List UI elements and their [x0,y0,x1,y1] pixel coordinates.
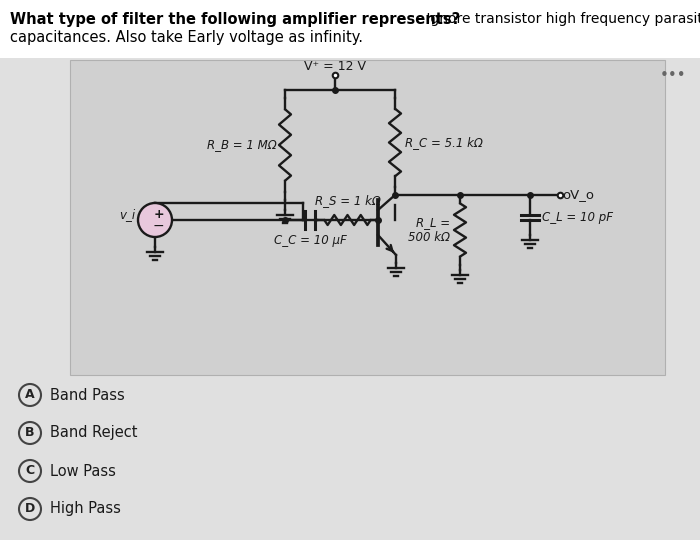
Text: C_C = 10 μF: C_C = 10 μF [274,234,346,247]
Text: capacitances. Also take Early voltage as infinity.: capacitances. Also take Early voltage as… [10,30,363,45]
Text: R_L =
500 kΩ: R_L = 500 kΩ [408,216,450,244]
Text: Band Pass: Band Pass [50,388,125,402]
Text: Low Pass: Low Pass [50,463,116,478]
Text: R_S = 1 kΩ: R_S = 1 kΩ [314,194,380,207]
Text: What type of filter the following amplifier represents?: What type of filter the following amplif… [10,12,461,27]
Text: V⁺ = 12 V: V⁺ = 12 V [304,60,366,73]
Text: High Pass: High Pass [50,502,121,516]
Text: −: − [152,219,164,233]
Text: Band Reject: Band Reject [50,426,137,441]
Text: •••: ••• [659,68,686,83]
Text: Ignore transistor high frequency parasitic: Ignore transistor high frequency parasit… [422,12,700,26]
Text: oV_o: oV_o [562,188,594,201]
Text: C_L = 10 pF: C_L = 10 pF [542,211,613,224]
Text: D: D [25,503,35,516]
FancyBboxPatch shape [70,60,665,375]
Text: +: + [154,208,164,221]
Text: R_C = 5.1 kΩ: R_C = 5.1 kΩ [405,136,483,149]
Text: v_i: v_i [119,208,135,221]
Text: R_B = 1 MΩ: R_B = 1 MΩ [207,138,277,152]
Text: A: A [25,388,35,402]
Circle shape [138,203,172,237]
FancyBboxPatch shape [0,0,700,58]
Text: C: C [25,464,34,477]
Text: B: B [25,427,35,440]
